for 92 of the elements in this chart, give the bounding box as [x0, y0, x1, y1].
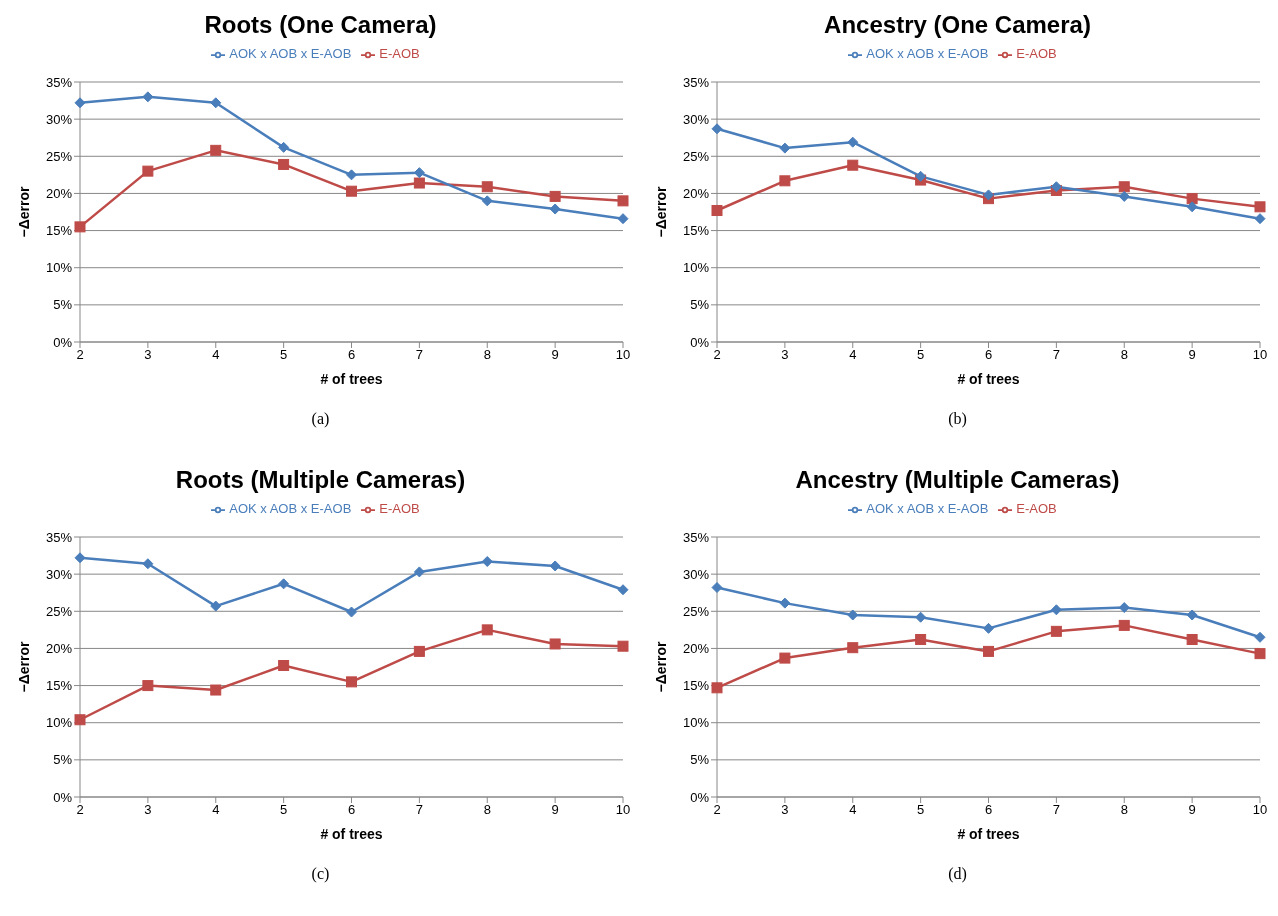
text: (a) [310, 410, 331, 428]
x-tick-label: 6 [984, 802, 993, 818]
x-tick-label: 9 [1188, 802, 1196, 818]
x-tick-label: 10 [1252, 802, 1268, 818]
y-axis-title: −Δerror [15, 640, 32, 693]
y-tick-label: 10% [45, 715, 73, 731]
y-axis-title: −Δerror [652, 185, 669, 238]
text: (c) [310, 865, 331, 883]
x-tick-label: 4 [212, 802, 220, 818]
x-tick-label: 7 [1052, 347, 1060, 363]
x-tick-label: 6 [984, 347, 993, 363]
y-tick-label: 10% [682, 715, 710, 731]
x-tick-label: 4 [212, 347, 220, 363]
x-tick-label: 4 [849, 802, 857, 818]
x-tick-label: 5 [917, 347, 925, 363]
x-tick-label: 7 [415, 802, 423, 818]
chart-title: Roots (Multiple Cameras) [174, 465, 467, 495]
y-tick-label: 15% [682, 223, 710, 239]
y-tick-label: 5% [690, 752, 710, 768]
x-tick-label: 3 [781, 347, 789, 363]
text: (d) [947, 865, 968, 883]
x-tick-label: 2 [76, 347, 84, 363]
x-tick-label: 8 [483, 347, 491, 363]
x-tick-label: 5 [917, 802, 925, 818]
y-tick-label: 30% [682, 566, 710, 582]
x-tick-label: 8 [1120, 802, 1128, 818]
x-tick-label: 6 [347, 347, 356, 363]
x-tick-label: 2 [713, 347, 721, 363]
y-tick-label: 20% [682, 641, 710, 657]
x-tick-label: 10 [615, 802, 631, 818]
x-tick-label: 5 [280, 802, 288, 818]
x-tick-label: 7 [1052, 802, 1060, 818]
x-tick-label: 9 [551, 347, 559, 363]
y-tick-label: 20% [45, 186, 73, 202]
x-tick-label: 10 [615, 347, 631, 363]
legend-label: E-AOB [379, 46, 420, 61]
x-tick-label: 10 [1252, 347, 1268, 363]
y-tick-label: 35% [682, 529, 710, 545]
y-tick-label: 5% [53, 752, 73, 768]
x-tick-label: 6 [347, 802, 356, 818]
legend-label: AOK x AOB x E-AOB [229, 501, 352, 516]
legend-label: AOK x AOB x E-AOB [229, 46, 352, 61]
x-tick-label: 5 [280, 347, 288, 363]
y-tick-label: 10% [682, 260, 710, 276]
y-tick-label: 30% [45, 566, 73, 582]
x-tick-label: 8 [1120, 347, 1128, 363]
y-tick-label: 20% [682, 186, 710, 202]
x-tick-label: 9 [551, 802, 559, 818]
x-axis-title: # of trees [957, 826, 1020, 842]
y-tick-label: 25% [45, 148, 73, 164]
legend-label: E-AOB [1016, 46, 1057, 61]
y-tick-label: 15% [682, 678, 710, 694]
y-tick-label: 35% [45, 529, 73, 545]
x-axis-title: # of trees [320, 826, 383, 842]
y-tick-label: 15% [45, 223, 73, 239]
x-tick-label: 9 [1188, 347, 1196, 363]
legend-label: AOK x AOB x E-AOB [866, 46, 989, 61]
x-tick-label: 2 [713, 802, 721, 818]
y-tick-label: 20% [45, 641, 73, 657]
y-tick-label: 25% [682, 148, 710, 164]
y-tick-label: 30% [45, 111, 73, 127]
y-tick-label: 15% [45, 678, 73, 694]
y-axis-title: −Δerror [652, 640, 669, 693]
y-tick-label: 30% [682, 111, 710, 127]
y-tick-label: 0% [53, 334, 73, 350]
y-axis-title: −Δerror [15, 185, 32, 238]
y-tick-label: 0% [53, 789, 73, 805]
y-tick-label: 10% [45, 260, 73, 276]
y-tick-label: 5% [53, 297, 73, 313]
text: (b) [947, 410, 968, 428]
legend-label: E-AOB [379, 501, 420, 516]
x-tick-label: 7 [415, 347, 423, 363]
y-tick-label: 35% [682, 74, 710, 90]
legend-label: AOK x AOB x E-AOB [866, 501, 989, 516]
x-axis-title: # of trees [957, 371, 1020, 387]
x-tick-label: 3 [144, 347, 152, 363]
y-tick-label: 25% [45, 603, 73, 619]
x-tick-label: 2 [76, 802, 84, 818]
legend-label: E-AOB [1016, 501, 1057, 516]
x-tick-label: 8 [483, 802, 491, 818]
y-tick-label: 0% [690, 789, 710, 805]
y-tick-label: 25% [682, 603, 710, 619]
x-tick-label: 3 [144, 802, 152, 818]
x-axis-title: # of trees [320, 371, 383, 387]
x-tick-label: 4 [849, 347, 857, 363]
x-tick-label: 3 [781, 802, 789, 818]
chart-title: Ancestry (Multiple Cameras) [794, 465, 1121, 495]
chart-title: Ancestry (One Camera) [823, 10, 1092, 40]
y-tick-label: 35% [45, 74, 73, 90]
y-tick-label: 0% [690, 334, 710, 350]
y-tick-label: 5% [690, 297, 710, 313]
chart-title: Roots (One Camera) [203, 10, 438, 40]
